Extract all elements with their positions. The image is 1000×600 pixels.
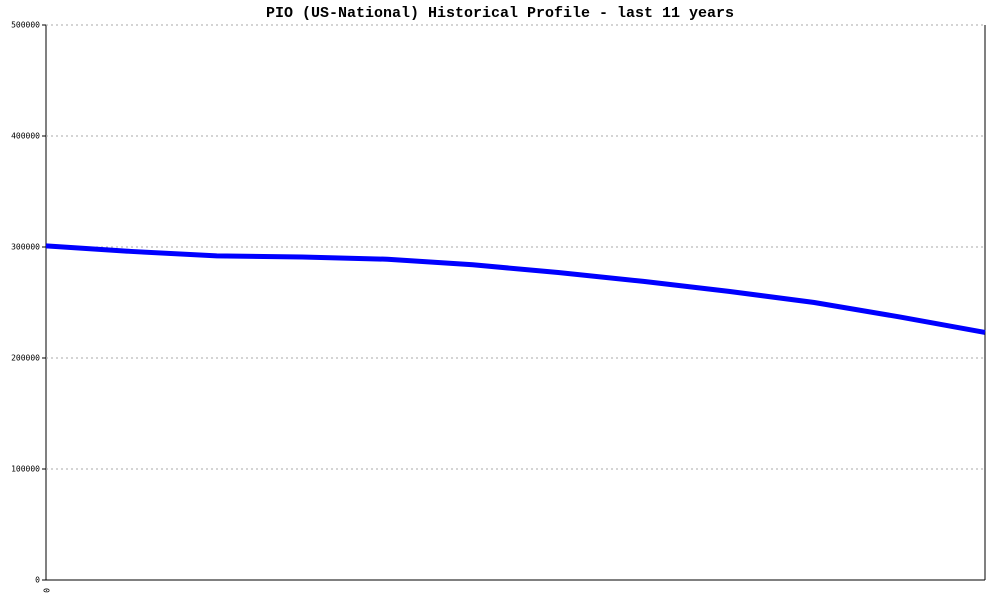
y-tick-label: 200000 — [11, 354, 40, 363]
x-tick-label: 0 — [42, 588, 51, 593]
y-tick-label: 500000 — [11, 21, 40, 30]
y-tick-label: 400000 — [11, 132, 40, 141]
y-tick-label: 100000 — [11, 465, 40, 474]
y-tick-label: 0 — [35, 576, 40, 585]
data-line — [45, 243, 986, 335]
chart-title: PIO (US-National) Historical Profile - l… — [266, 5, 734, 22]
y-tick-label: 300000 — [11, 243, 40, 252]
